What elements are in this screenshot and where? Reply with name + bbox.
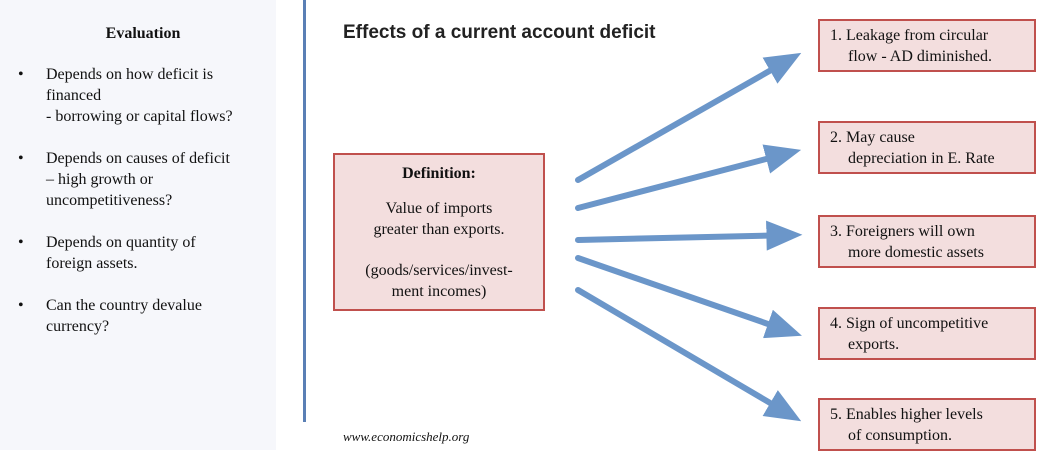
evaluation-title: Evaluation: [105, 25, 181, 42]
effect-line-2: of consumption.: [848, 427, 952, 444]
evaluation-item: • Depends on quantity of foreign assets.: [18, 232, 280, 274]
effect-box-1: 1. Leakage from circular flow - AD dimin…: [818, 19, 1036, 72]
effect-line-1: 4. Sign of uncompetitive: [830, 315, 989, 332]
evaluation-item: • Depends on how deficit is financed - bo…: [18, 64, 280, 127]
effect-line-2: exports.: [848, 336, 900, 353]
definition-note: (goods/services/invest- ment incomes): [365, 262, 513, 300]
evaluation-item-text: Depends on how deficit is financed - bor…: [46, 66, 233, 125]
evaluation-item-text: Depends on quantity of foreign assets.: [46, 234, 196, 272]
bullet-icon: •: [18, 234, 24, 251]
evaluation-item: • Can the country devalue currency?: [18, 295, 280, 337]
bullet-icon: •: [18, 66, 24, 83]
vertical-divider: [303, 0, 306, 422]
definition-heading: Definition:: [402, 165, 476, 182]
bullet-icon: •: [18, 150, 24, 167]
effect-box-3: 3. Foreigners will own more domestic ass…: [818, 215, 1036, 268]
definition-body: Value of imports greater than exports.: [373, 200, 505, 238]
evaluation-panel: [0, 0, 276, 450]
effect-box-2: 2. May cause depreciation in E. Rate: [818, 121, 1036, 174]
effect-box-5: 5. Enables higher levels of consumption.: [818, 398, 1036, 451]
bullet-icon: •: [18, 297, 24, 314]
footer-url: www.economicshelp.org: [343, 429, 470, 444]
evaluation-list: • Depends on how deficit is financed - bo…: [18, 64, 280, 358]
effect-line-1: 1. Leakage from circular: [830, 27, 989, 44]
effect-line-2: more domestic assets: [848, 244, 984, 261]
arrow-to-effect-4: [575, 255, 802, 339]
effect-box-4: 4. Sign of uncompetitive exports.: [818, 307, 1036, 360]
evaluation-item: • Depends on causes of deficit – high gro…: [18, 148, 280, 211]
evaluation-item-text: Can the country devalue currency?: [46, 297, 202, 335]
effect-line-2: flow - AD diminished.: [848, 48, 992, 65]
arrow-to-effect-2: [575, 144, 802, 211]
evaluation-item-text: Depends on causes of deficit – high grow…: [46, 150, 230, 209]
arrow-to-effect-3: [575, 220, 803, 251]
effect-line-1: 5. Enables higher levels: [830, 406, 983, 423]
diagram-title: Effects of a current account deficit: [343, 22, 656, 43]
arrow-to-effect-5: [575, 287, 802, 422]
definition-box: Definition: Value of imports greater tha…: [333, 153, 545, 311]
effect-line-1: 3. Foreigners will own: [830, 223, 975, 240]
effect-line-1: 2. May cause: [830, 129, 915, 146]
arrow-to-effect-1: [575, 52, 802, 183]
effect-line-2: depreciation in E. Rate: [848, 150, 995, 167]
